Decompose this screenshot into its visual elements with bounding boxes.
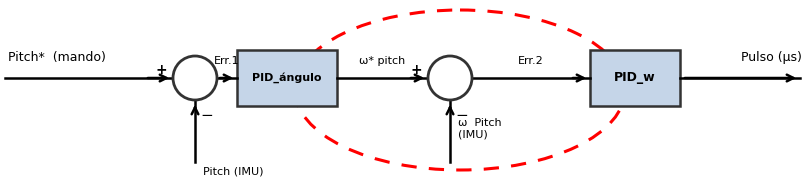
Text: +: + [155, 63, 167, 77]
Circle shape [428, 56, 472, 100]
Text: Pitch*  (mando): Pitch* (mando) [8, 51, 106, 64]
Circle shape [173, 56, 217, 100]
Text: Err.1: Err.1 [214, 56, 240, 66]
Text: −: − [455, 108, 468, 123]
FancyBboxPatch shape [237, 50, 337, 106]
Text: ω* pitch: ω* pitch [360, 56, 406, 66]
Text: PID_w: PID_w [614, 71, 656, 85]
Text: +: + [410, 63, 422, 77]
Text: Err.2: Err.2 [518, 56, 544, 66]
Text: −: − [200, 108, 213, 123]
Text: Pitch (IMU): Pitch (IMU) [203, 167, 263, 177]
Text: PID_ángulo: PID_ángulo [252, 73, 322, 83]
FancyBboxPatch shape [590, 50, 680, 106]
Text: Pulso (μs): Pulso (μs) [741, 51, 802, 64]
Text: ω  Pitch
(IMU): ω Pitch (IMU) [458, 118, 502, 140]
